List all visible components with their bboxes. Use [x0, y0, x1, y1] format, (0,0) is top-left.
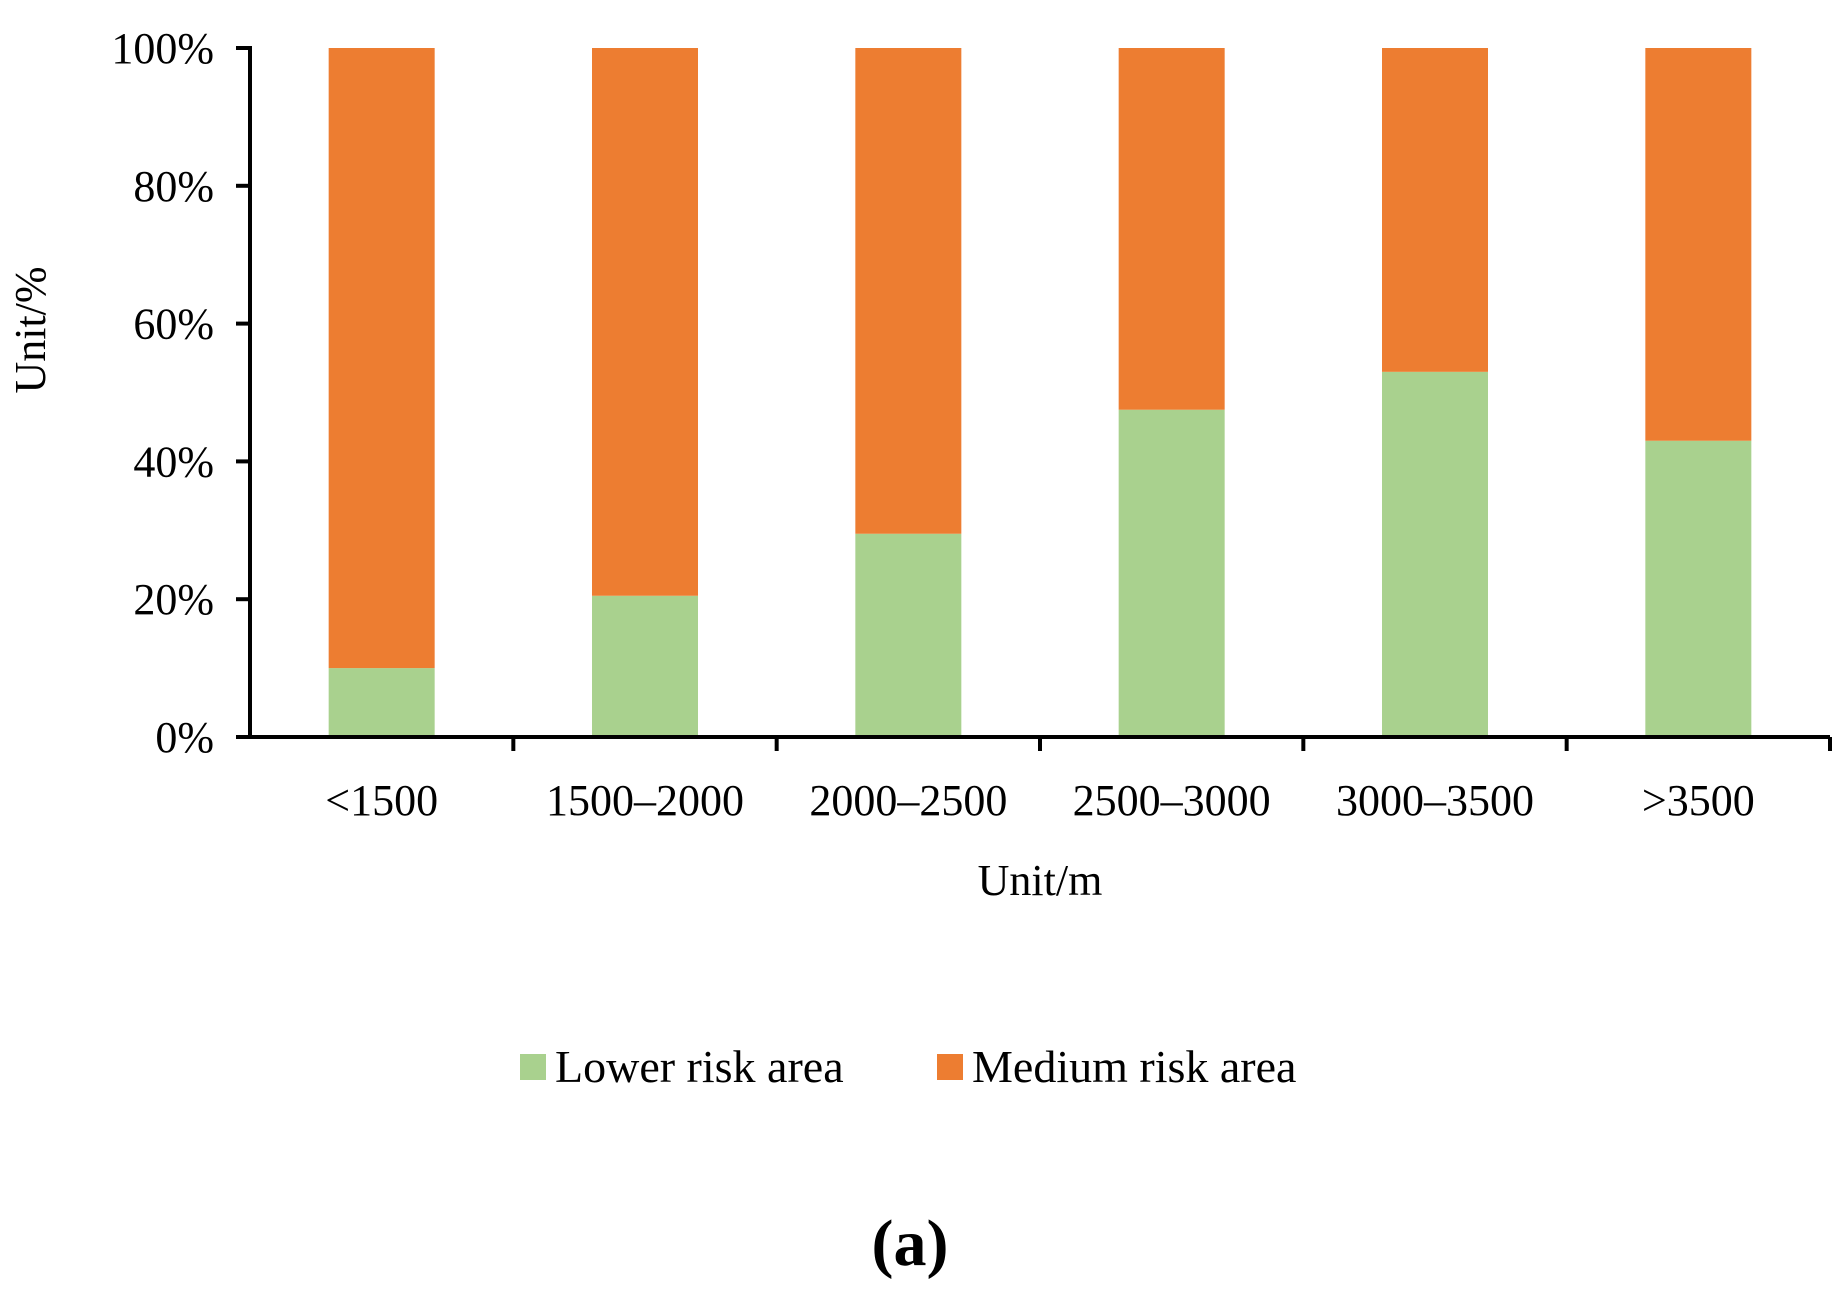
ticks-group: 0% 20% 40% 60% 80% 100% <1500 1500–2000 2000–250…: [111, 24, 1832, 825]
y-tick-label: 20%: [133, 575, 214, 624]
bar-lower-risk: [592, 595, 698, 737]
bar-medium-risk: [1382, 48, 1488, 372]
bar-medium-risk: [328, 48, 435, 669]
bar-medium-risk: [1118, 48, 1225, 410]
y-axis-title: Unit/%: [6, 266, 55, 393]
y-tick-label: 0%: [155, 713, 214, 762]
bar-medium-risk: [592, 48, 698, 596]
legend: Lower risk area Medium risk area: [520, 1041, 1296, 1092]
bar-lower-risk: [328, 668, 435, 737]
bars-group: [328, 48, 1752, 737]
legend-swatch-lower-risk: [520, 1054, 546, 1080]
bar-lower-risk: [855, 533, 962, 737]
legend-swatch-medium-risk: [937, 1054, 963, 1080]
x-tick-label: >3500: [1642, 776, 1755, 825]
legend-label: Lower risk area: [555, 1041, 844, 1092]
panel-label: (a): [872, 1207, 949, 1280]
bar-medium-risk: [855, 48, 962, 534]
x-axis-title: Unit/m: [978, 856, 1103, 905]
x-tick-label: 3000–3500: [1336, 776, 1534, 825]
y-tick-label: 40%: [133, 437, 214, 486]
bar-lower-risk: [1645, 440, 1752, 737]
y-tick-label: 80%: [133, 162, 214, 211]
bar-lower-risk: [1118, 409, 1225, 737]
x-tick-label: 2000–2500: [809, 776, 1007, 825]
x-tick-label: <1500: [325, 776, 438, 825]
legend-label: Medium risk area: [972, 1041, 1296, 1092]
y-tick-label: 60%: [133, 300, 214, 349]
bar-lower-risk: [1382, 371, 1488, 737]
x-tick-label: 1500–2000: [546, 776, 744, 825]
y-tick-label: 100%: [111, 24, 214, 73]
x-tick-label: 2500–3000: [1073, 776, 1271, 825]
bar-medium-risk: [1645, 48, 1752, 441]
axes-group: [248, 46, 1830, 739]
